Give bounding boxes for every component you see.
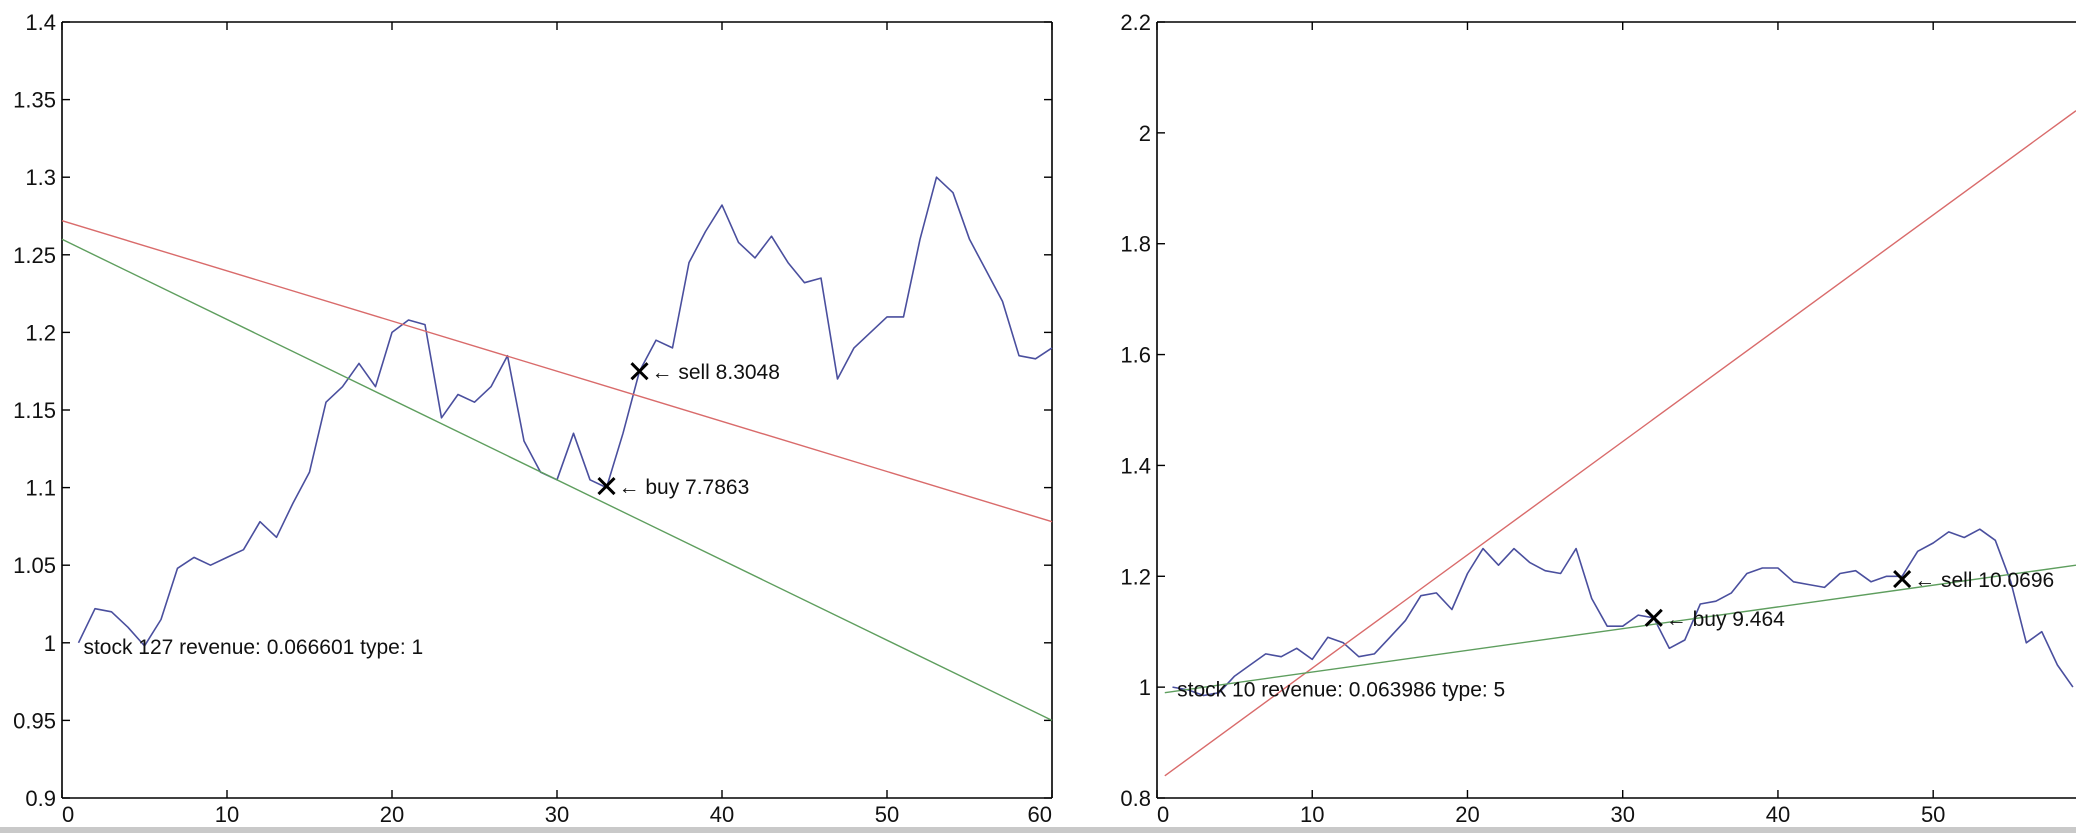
y-tick-label: 0.8 bbox=[1120, 786, 1151, 811]
x-tick-label: 10 bbox=[1300, 802, 1324, 827]
x-tick-label: 40 bbox=[1766, 802, 1790, 827]
x-tick-label: 50 bbox=[1921, 802, 1945, 827]
marker-cross-stroke bbox=[1893, 569, 1912, 589]
marker-sell-point bbox=[630, 362, 649, 381]
x-tick-label: 20 bbox=[1455, 802, 1479, 827]
y-tick-label: 1 bbox=[44, 631, 56, 656]
y-tick-label: 1.4 bbox=[1120, 453, 1151, 478]
y-tick-label: 0.95 bbox=[13, 708, 56, 733]
x-tick-label: 60 bbox=[1028, 802, 1052, 827]
marker-buy-point bbox=[597, 476, 616, 496]
x-tick-label: 20 bbox=[380, 802, 404, 827]
marker-cross-stroke bbox=[597, 476, 616, 496]
series-lower-trend-line bbox=[1164, 564, 2076, 694]
stock-revenue-annotation: stock 127 revenue: 0.066601 type: 1 bbox=[83, 636, 423, 659]
y-tick-label: 2.2 bbox=[1120, 10, 1151, 35]
y-tick-label: 1.3 bbox=[25, 165, 56, 190]
series-upper-trend-line bbox=[61, 220, 1053, 523]
marker-label: ← sell 10.0696 bbox=[1914, 569, 2054, 592]
marker-cross-stroke bbox=[1644, 608, 1663, 627]
series-upper-trend-line bbox=[1164, 110, 2076, 777]
chart-panel-1: 0.9 0.95 1 1.05 1.1 1.15 1.2 1.25 1.3 1.35 1.4 0 10 2… bbox=[13, 10, 1053, 827]
series-price-line bbox=[77, 176, 1053, 647]
x-tick-label: 10 bbox=[215, 802, 239, 827]
x-tick-label: 30 bbox=[1610, 802, 1634, 827]
marker-sell-point bbox=[1893, 569, 1912, 589]
y-tick-label: 1 bbox=[1139, 675, 1151, 700]
bottom-rule bbox=[0, 827, 2076, 833]
marker-cross-stroke bbox=[630, 362, 649, 381]
y-tick-label: 1.2 bbox=[1120, 564, 1151, 589]
y-tick-label: 1.35 bbox=[13, 88, 56, 113]
x-tick-label: 50 bbox=[875, 802, 899, 827]
series-price-line bbox=[1172, 528, 2074, 697]
y-tick-label: 1.8 bbox=[1120, 232, 1151, 257]
series-lower-trend-line bbox=[61, 238, 1053, 722]
y-tick-label: 0.9 bbox=[25, 786, 56, 811]
y-tick-label: 2 bbox=[1139, 121, 1151, 146]
x-tick-label: 0 bbox=[1157, 802, 1169, 827]
y-tick-label: 1.25 bbox=[13, 243, 56, 268]
stock-revenue-annotation: stock 10 revenue: 0.063986 type: 5 bbox=[1177, 678, 1505, 701]
y-tick-label: 1.6 bbox=[1120, 343, 1151, 368]
y-tick-label: 1.1 bbox=[25, 476, 56, 501]
y-tick-label: 1.15 bbox=[13, 398, 56, 423]
x-tick-label: 40 bbox=[710, 802, 734, 827]
y-tick-label: 1.2 bbox=[25, 320, 56, 345]
y-tick-label: 1.05 bbox=[13, 553, 56, 578]
x-tick-label: 30 bbox=[545, 802, 569, 827]
marker-label: ← sell 8.3048 bbox=[652, 361, 780, 384]
marker-label: ← buy 9.464 bbox=[1666, 608, 1785, 631]
marker-label: ← buy 7.7863 bbox=[619, 476, 750, 499]
marker-buy-point bbox=[1644, 608, 1663, 627]
y-tick-label: 1.4 bbox=[25, 10, 56, 35]
chart-panel-2: 0.8 1 1.2 1.4 1.6 1.8 2 2.2 0 10 20 30 40 50 ← buy 9.4… bbox=[1120, 10, 2076, 827]
x-tick-label: 0 bbox=[62, 802, 74, 827]
